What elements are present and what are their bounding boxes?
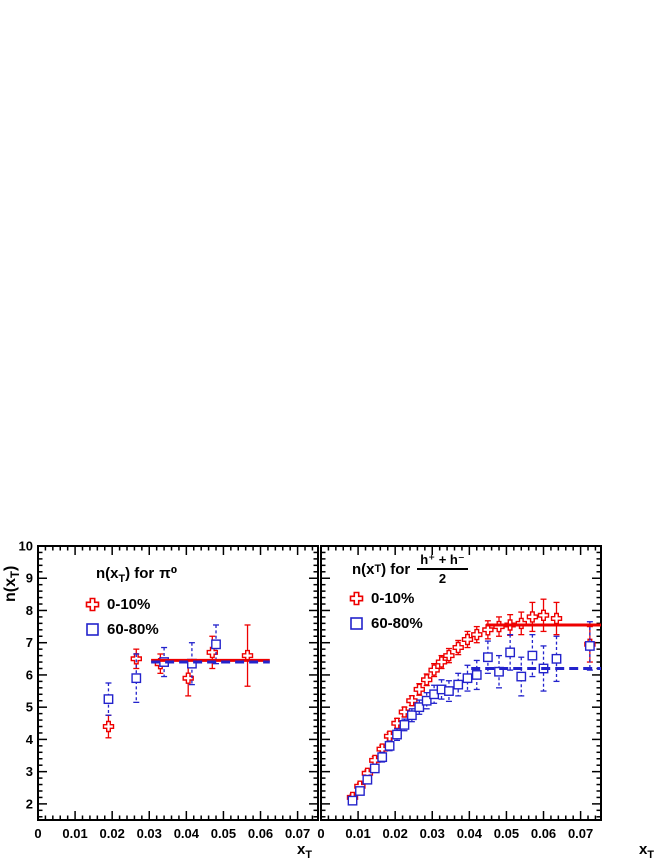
legend-title-sub: T [118, 573, 126, 585]
legend-label-peripheral: 60-80% [107, 621, 159, 638]
svg-text:0.05: 0.05 [494, 826, 519, 841]
svg-text:4: 4 [26, 732, 34, 747]
svg-text:0.07: 0.07 [568, 826, 593, 841]
legend-entry-central: 0-10% [84, 596, 177, 613]
open-square-marker-icon [350, 617, 363, 630]
svg-text:0.04: 0.04 [457, 826, 483, 841]
x-axis-title-left: xT [297, 841, 312, 861]
svg-text:7: 7 [26, 635, 33, 650]
y-axis-title: n(xT) [2, 538, 22, 602]
svg-text:0.02: 0.02 [383, 826, 408, 841]
legend-entry-peripheral: 60-80% [84, 621, 177, 638]
legend-title-pi0: n(xT) for π⁰ [96, 564, 177, 585]
legend-pi0: n(xT) for π⁰ 0-10% 60-80% [84, 564, 177, 646]
pi0-symbol: π⁰ [159, 565, 178, 582]
legend-hadrons: n(x T) for h⁺ + h⁻ 2 0-10% 60-80% [348, 553, 468, 640]
svg-text:3: 3 [26, 764, 33, 779]
legend-title-pre: n(x [96, 565, 119, 582]
open-cross-marker-icon [349, 591, 364, 606]
legend-title-post: ) for [381, 560, 411, 578]
svg-text:8: 8 [26, 603, 33, 618]
open-cross-marker-icon [85, 597, 100, 612]
legend-entry-central: 0-10% [348, 590, 468, 607]
legend-title-pre: n(x [352, 560, 375, 578]
svg-text:10: 10 [19, 539, 33, 554]
svg-text:0.01: 0.01 [62, 826, 87, 841]
svg-text:2: 2 [26, 796, 33, 811]
svg-text:0.04: 0.04 [174, 826, 200, 841]
legend-entry-peripheral: 60-80% [348, 615, 468, 632]
legend-label-central: 0-10% [371, 590, 415, 607]
svg-text:0.06: 0.06 [248, 826, 273, 841]
hadron-fraction: h⁺ + h⁻ 2 [417, 553, 468, 586]
svg-text:0.06: 0.06 [531, 826, 556, 841]
open-square-marker-icon [86, 623, 99, 636]
y-title-pre: n(x [2, 578, 19, 602]
svg-text:0.07: 0.07 [285, 826, 310, 841]
svg-text:0.03: 0.03 [420, 826, 445, 841]
svg-text:0.05: 0.05 [211, 826, 236, 841]
legend-label-peripheral: 60-80% [371, 615, 423, 632]
svg-text:9: 9 [26, 571, 33, 586]
svg-text:5: 5 [26, 700, 33, 715]
y-title-post: ) [2, 565, 19, 571]
x-title-sub: T [647, 849, 654, 861]
x-title-pre: x [639, 841, 648, 858]
legend-title-hadrons: n(x T) for h⁺ + h⁻ 2 [352, 553, 468, 585]
x-title-pre: x [297, 841, 306, 858]
y-title-sub: T [10, 570, 23, 578]
legend-title-post: ) for [125, 565, 155, 582]
svg-text:0.03: 0.03 [137, 826, 162, 841]
x-title-sub: T [305, 849, 312, 861]
x-axis-title-right: xT [639, 841, 654, 861]
svg-text:6: 6 [26, 667, 33, 682]
svg-text:0.02: 0.02 [100, 826, 125, 841]
fraction-numerator: h⁺ + h⁻ [417, 553, 468, 570]
svg-text:0: 0 [34, 826, 41, 841]
legend-label-central: 0-10% [107, 596, 151, 613]
svg-text:0.01: 0.01 [345, 826, 370, 841]
fraction-denominator: 2 [438, 571, 447, 586]
legend-title-sub: T [374, 563, 382, 575]
svg-text:0: 0 [317, 826, 324, 841]
